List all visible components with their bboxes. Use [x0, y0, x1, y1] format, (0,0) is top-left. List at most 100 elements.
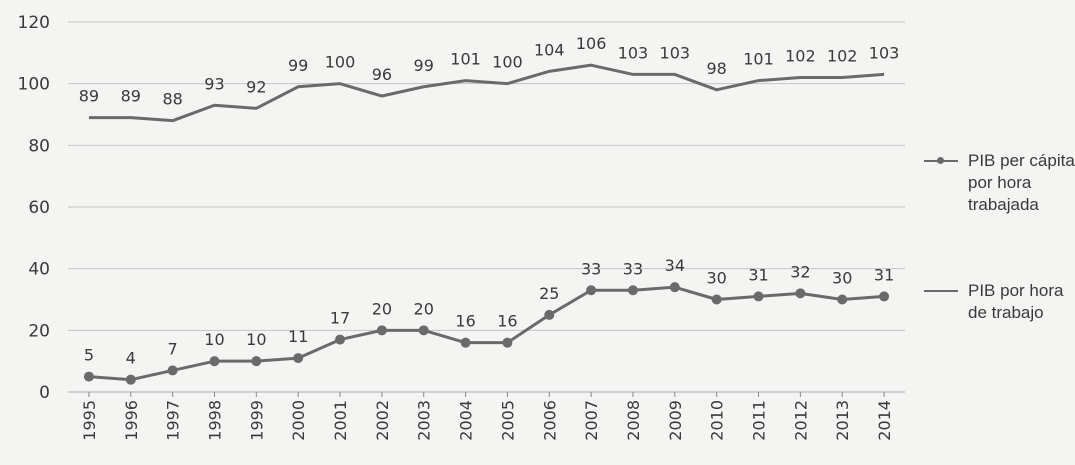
data-label-1-2003: 20 [414, 299, 434, 318]
x-tick-label-2006: 2006 [540, 400, 559, 441]
series-line-1 [88, 285, 885, 382]
y-tick-label-80: 80 [28, 136, 50, 156]
data-point-1-2000 [293, 353, 304, 364]
y-tick-label-0: 0 [39, 383, 50, 403]
x-tick-label-2008: 2008 [624, 400, 643, 441]
data-label-1-2000: 11 [288, 327, 308, 346]
data-label-1-2013: 30 [832, 269, 852, 288]
data-label-2-2000: 99 [288, 56, 308, 75]
data-label-2-2007: 106 [576, 34, 607, 53]
data-label-1-1999: 10 [246, 330, 266, 349]
y-axis-ticks: 0 20 40 60 80 100 120 [18, 13, 50, 403]
data-label-1-2002: 20 [372, 299, 392, 318]
y-tick-label-20: 20 [28, 321, 50, 341]
data-label-1-2004: 16 [455, 312, 475, 331]
data-label-1-2009: 34 [665, 256, 685, 275]
data-label-1-2001: 17 [330, 309, 350, 328]
data-point-1-2010 [711, 294, 722, 305]
x-tick-label-1996: 1996 [122, 400, 141, 441]
data-label-1-2005: 16 [497, 312, 517, 331]
x-tick-label-2010: 2010 [708, 400, 727, 441]
data-point-1-2004 [460, 337, 471, 348]
legend-label-series-1: PIB per cápita por hora trabajada [968, 151, 1075, 214]
grid-lines [68, 21, 905, 393]
x-tick-label-2002: 2002 [373, 400, 392, 441]
data-label-1-2014: 31 [874, 265, 894, 284]
data-label-1-2010: 30 [706, 269, 726, 288]
data-label-1-1998: 10 [204, 330, 224, 349]
x-tick-label-2011: 2011 [750, 400, 769, 441]
y-tick-label-40: 40 [28, 260, 50, 280]
data-label-2-2009: 103 [660, 43, 691, 62]
data-label-1-2011: 31 [748, 265, 768, 284]
data-label-2-2014: 103 [869, 43, 900, 62]
data-labels: 5 4 7 10 10 11 17 20 20 16 16 25 33 33 34 30 31 32 30 31 89 8… [79, 34, 900, 368]
x-axis-ticks: 1995 1996 1997 1998 1999 2000 2001 2002 2003 2004… [80, 392, 894, 441]
data-label-2-2012: 102 [785, 47, 816, 66]
legend-line-swatch [924, 290, 958, 292]
x-tick-label-1998: 1998 [205, 400, 224, 441]
x-tick-label-1995: 1995 [80, 400, 99, 441]
data-label-1-2012: 32 [790, 262, 810, 281]
data-label-2-2010: 98 [706, 59, 726, 78]
data-label-2-1995: 89 [79, 87, 99, 106]
data-label-2-2008: 103 [618, 43, 649, 62]
data-label-2-2013: 102 [827, 47, 858, 66]
series-line-2 [88, 63, 885, 123]
data-label-1-2007: 33 [581, 259, 601, 278]
x-tick-label-2013: 2013 [833, 400, 852, 441]
x-tick-label-2001: 2001 [331, 400, 350, 441]
data-label-2-2011: 101 [743, 50, 774, 69]
data-point-1-2005 [502, 337, 513, 348]
data-point-1-1995 [83, 371, 94, 382]
legend-dot-marker [937, 157, 944, 164]
data-label-2-2003: 99 [414, 56, 434, 75]
y-tick-label-60: 60 [28, 198, 50, 218]
x-tick-label-2007: 2007 [582, 400, 601, 441]
data-point-1-2012 [795, 288, 806, 299]
data-point-1-2001 [335, 334, 346, 345]
data-point-1-2007 [586, 285, 597, 296]
data-label-2-2006: 104 [534, 40, 565, 59]
data-label-1-1996: 4 [126, 349, 136, 368]
legend-label-series-2: PIB por hora de trabajo [968, 281, 1064, 322]
data-point-1-2009 [669, 282, 680, 293]
data-label-2-2004: 101 [450, 50, 481, 69]
x-tick-label-2012: 2012 [791, 400, 810, 441]
data-label-2-1997: 88 [162, 90, 182, 109]
data-point-1-2006 [544, 309, 555, 320]
data-label-1-1995: 5 [84, 346, 94, 365]
data-point-1-2013 [837, 294, 848, 305]
data-point-1-2002 [376, 325, 387, 336]
data-point-1-2011 [753, 291, 764, 302]
data-point-1-1996 [125, 374, 136, 385]
x-tick-label-2003: 2003 [415, 400, 434, 441]
data-label-2-2001: 100 [325, 53, 356, 72]
data-point-1-1998 [209, 356, 220, 367]
data-point-1-1997 [167, 365, 178, 376]
data-label-2-1998: 93 [204, 74, 224, 93]
y-tick-label-120: 120 [18, 13, 50, 33]
data-label-2-1996: 89 [121, 87, 141, 106]
data-label-2-2005: 100 [492, 53, 523, 72]
data-label-2-1999: 92 [246, 77, 266, 96]
data-label-1-1997: 7 [168, 339, 178, 358]
data-point-1-1999 [251, 356, 262, 367]
x-tick-label-2014: 2014 [875, 400, 894, 441]
x-tick-label-2004: 2004 [457, 400, 476, 441]
x-tick-label-2009: 2009 [666, 400, 685, 441]
data-label-1-2008: 33 [623, 259, 643, 278]
data-label-1-2006: 25 [539, 284, 559, 303]
data-label-2-2002: 96 [372, 65, 392, 84]
data-point-1-2003 [418, 325, 429, 336]
series-lines [83, 63, 890, 385]
x-tick-label-2005: 2005 [498, 400, 517, 441]
x-tick-label-1999: 1999 [247, 400, 266, 441]
y-tick-label-100: 100 [18, 75, 50, 95]
data-point-1-2008 [627, 285, 638, 296]
x-tick-label-1997: 1997 [164, 400, 183, 441]
data-point-1-2014 [879, 291, 890, 302]
x-tick-label-2000: 2000 [289, 400, 308, 441]
